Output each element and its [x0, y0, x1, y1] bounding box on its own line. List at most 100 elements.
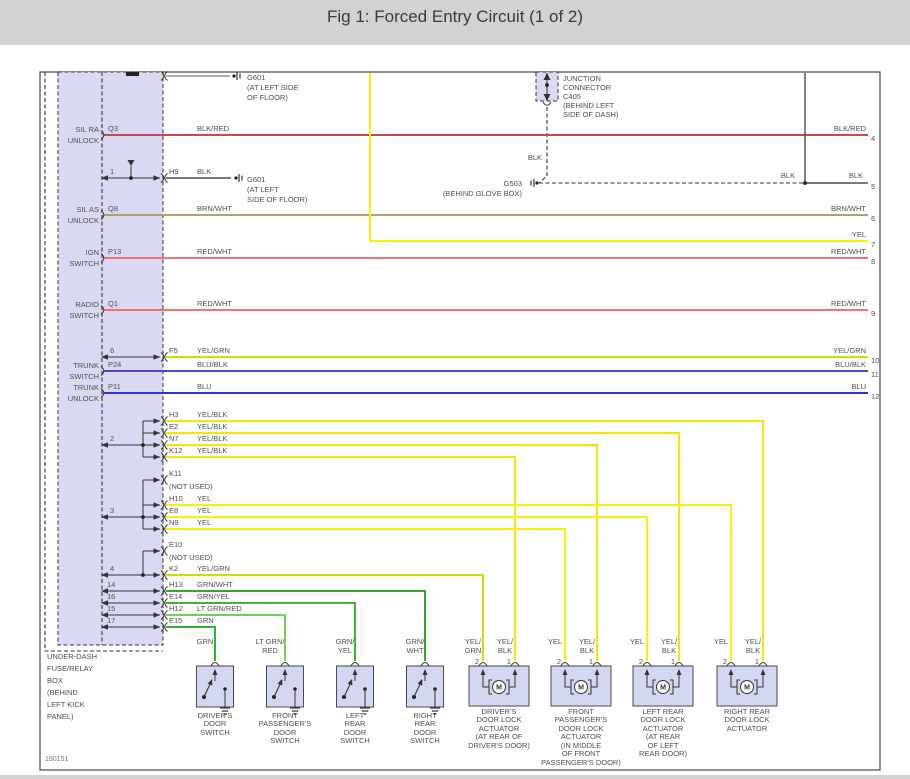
diagram-label: DOOR [414, 728, 437, 737]
connector-bracket [160, 546, 165, 556]
diagram-label: K2 [169, 564, 178, 573]
diagram-label: ACTUATOR [479, 724, 520, 733]
left-rear-door-lock-actuator: M [632, 662, 694, 707]
driver-door-lock-actuator: M [468, 662, 530, 707]
motor-lead [673, 680, 680, 688]
diagram-label: BLK [528, 153, 542, 162]
diagram-label: SWITCH [410, 736, 440, 745]
diagram-label: Q8 [108, 204, 118, 213]
arrowhead-left [101, 600, 108, 606]
diagram-label: 6 [871, 214, 875, 223]
diagram-frame [39, 71, 881, 771]
diagram-label: 2 [110, 434, 114, 443]
diagram-label: UNLOCK [68, 216, 99, 225]
left-rear-door-switch [336, 662, 374, 708]
diagram-label: P24 [108, 360, 121, 369]
motor-bracket [588, 679, 592, 695]
diagram-label: REAR DOOR) [639, 749, 687, 758]
switch-blade-arrow [207, 679, 213, 686]
motor-bracket [736, 679, 740, 695]
connector-bracket [160, 610, 165, 620]
diagram-label: G503 [504, 179, 522, 188]
motor-bracket [754, 679, 758, 695]
pin-cup [592, 662, 602, 667]
diagram-label: RED [262, 646, 278, 655]
connector-bracket [160, 570, 165, 580]
diagram-label: H13 [169, 580, 183, 589]
diagram-label: BLU [197, 382, 212, 391]
diagram-label: 16 [107, 592, 115, 601]
diagram-label: 2 [723, 657, 727, 666]
switch-box [266, 665, 304, 708]
front-passenger-door-lock-actuator: M [550, 662, 612, 707]
diagram-label: YEL/ [497, 637, 514, 646]
arrowhead-left [101, 572, 108, 578]
diagram-label: (AT REAR OF [476, 732, 523, 741]
arrowhead-left [101, 624, 108, 630]
up-arrow [760, 669, 766, 675]
connector-bracket [164, 622, 168, 632]
motor-bracket [488, 679, 492, 695]
arrowhead-right [153, 514, 160, 520]
diagram-label: YEL/BLK [197, 410, 227, 419]
diagram-label: GRN/ [336, 637, 356, 646]
motor-letter: M [496, 685, 502, 692]
wire-grn-yel-e14 [166, 602, 356, 661]
diagram-label: PASSENGER'S [259, 719, 312, 728]
arrowhead-right [153, 354, 160, 360]
diagram-label: 8 [871, 257, 875, 266]
arrowhead-left [101, 354, 108, 360]
diagram-label: PASSENGER'S DOOR) [541, 758, 621, 767]
arrowhead-left [101, 514, 108, 520]
connector-bracket [160, 428, 165, 438]
arrowhead-left [101, 442, 108, 448]
diagram-label: CONNECTOR [563, 83, 612, 92]
diagram-label: OF FLOOR) [247, 93, 288, 102]
diagram-label: REAR [415, 719, 436, 728]
diagram-label: 1 [755, 657, 759, 666]
diagram-label: YEL [714, 637, 728, 646]
up-arrow [676, 669, 682, 675]
motor-lead [730, 680, 737, 688]
diagram-label: YEL/BLK [197, 422, 227, 431]
motor-bracket [570, 679, 574, 695]
pin-bracket [100, 253, 105, 263]
diagram-label: K11 [169, 469, 182, 478]
connector-bracket [164, 500, 168, 510]
wire-grn-e15 [166, 626, 216, 661]
arrowhead-right [153, 477, 160, 483]
diagram-label: F5 [169, 346, 178, 355]
diagram-label: LEFT [346, 711, 365, 720]
wire-yel-blk-k12 [166, 456, 516, 661]
c405-cup-bracket [542, 101, 552, 106]
diagram-label: 4 [110, 564, 114, 573]
diagram-label: GRN [197, 616, 214, 625]
diagram-label: 1 [507, 657, 511, 666]
figure-title: Fig 1: Forced Entry Circuit (1 of 2) [326, 7, 584, 26]
ground-dot [232, 74, 236, 78]
diagram-label: 14 [107, 580, 115, 589]
pin-cup [674, 662, 684, 667]
arrowhead-right [153, 175, 160, 181]
arrowhead-left [101, 175, 108, 181]
connector-bracket [164, 546, 168, 556]
figure-title-bar: Fig 1: Forced Entry Circuit (1 of 2) [0, 0, 910, 45]
diagram-label: DRIVER'S [198, 711, 233, 720]
diagram-label: G601 [247, 175, 265, 184]
diagram-label: YEL [548, 637, 562, 646]
junction-dot [141, 515, 145, 519]
diagram-label: SIDE OF FLOOR) [247, 195, 308, 204]
connector-bracket [160, 622, 165, 632]
wire-yel-blk-h3 [166, 420, 764, 661]
right-rear-door-lock-actuator: M [716, 662, 778, 707]
diagram-label: FRONT [568, 707, 594, 716]
up-arrow [644, 669, 650, 675]
connector-bracket [164, 416, 168, 426]
diagram-label: GRN [465, 646, 482, 655]
diagram-label: YEL/BLK [197, 446, 227, 455]
wire-yel-e8 [166, 516, 648, 661]
arrowhead-right [153, 548, 160, 554]
pin-cup [350, 662, 360, 667]
diagram-label: IGN [86, 248, 99, 257]
diagram-label: (NOT USED) [169, 553, 213, 562]
